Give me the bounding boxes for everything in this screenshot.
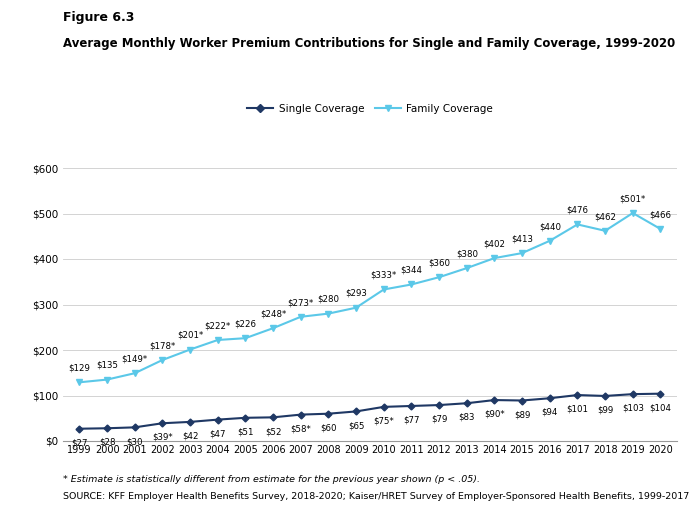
- Text: $101: $101: [567, 405, 588, 414]
- Text: $58*: $58*: [290, 424, 311, 433]
- Text: $149*: $149*: [121, 354, 148, 363]
- Text: $90*: $90*: [484, 410, 505, 419]
- Text: SOURCE: KFF Employer Health Benefits Survey, 2018-2020; Kaiser/HRET Survey of Em: SOURCE: KFF Employer Health Benefits Sur…: [63, 492, 689, 501]
- Text: $380: $380: [456, 249, 477, 258]
- Text: $27: $27: [71, 438, 88, 447]
- Text: $89: $89: [514, 410, 530, 419]
- Text: $39*: $39*: [152, 433, 172, 442]
- Text: $99: $99: [597, 406, 614, 415]
- Text: $226: $226: [235, 319, 256, 329]
- Text: $94: $94: [542, 408, 558, 417]
- Text: $103: $103: [622, 404, 644, 413]
- Text: $476: $476: [567, 206, 588, 215]
- Text: $333*: $333*: [371, 271, 397, 280]
- Text: $440: $440: [539, 222, 560, 231]
- Text: $501*: $501*: [620, 194, 646, 203]
- Text: $135: $135: [96, 361, 118, 370]
- Text: $75*: $75*: [373, 417, 394, 426]
- Text: $201*: $201*: [177, 331, 203, 340]
- Text: $280: $280: [318, 295, 339, 304]
- Text: Figure 6.3: Figure 6.3: [63, 10, 134, 24]
- Text: $466: $466: [649, 210, 671, 219]
- Text: $344: $344: [401, 266, 422, 275]
- Text: $28: $28: [99, 438, 115, 447]
- Text: $402: $402: [484, 239, 505, 248]
- Text: $65: $65: [348, 421, 364, 430]
- Text: $51: $51: [237, 427, 253, 436]
- Text: * Estimate is statistically different from estimate for the previous year shown : * Estimate is statistically different fr…: [63, 475, 480, 484]
- Text: $77: $77: [403, 416, 419, 425]
- Legend: Single Coverage, Family Coverage: Single Coverage, Family Coverage: [243, 100, 497, 118]
- Text: $222*: $222*: [205, 321, 231, 330]
- Text: $79: $79: [431, 415, 447, 424]
- Text: $273*: $273*: [288, 298, 314, 307]
- Text: $60: $60: [320, 424, 336, 433]
- Text: $42: $42: [182, 432, 198, 440]
- Text: Average Monthly Worker Premium Contributions for Single and Family Coverage, 199: Average Monthly Worker Premium Contribut…: [63, 37, 675, 50]
- Text: $248*: $248*: [260, 309, 286, 319]
- Text: $52: $52: [265, 427, 281, 436]
- Text: $129: $129: [68, 364, 90, 373]
- Text: $30: $30: [126, 437, 143, 446]
- Text: $178*: $178*: [149, 341, 176, 350]
- Text: $293: $293: [346, 289, 367, 298]
- Text: $413: $413: [511, 234, 533, 244]
- Text: $360: $360: [428, 258, 450, 267]
- Text: $47: $47: [209, 429, 226, 438]
- Text: $104: $104: [649, 403, 671, 413]
- Text: $462: $462: [594, 212, 616, 221]
- Text: $83: $83: [459, 413, 475, 422]
